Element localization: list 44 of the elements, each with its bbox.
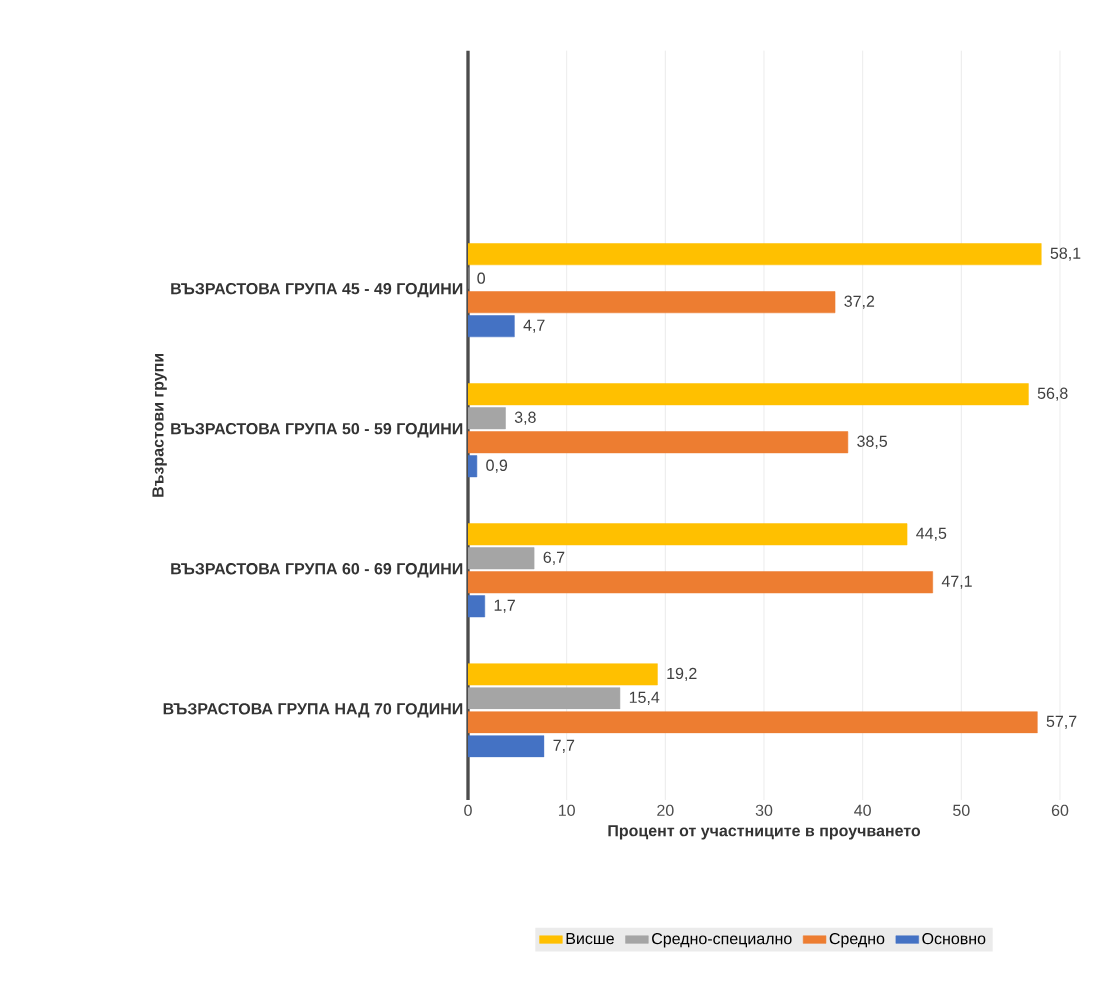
y-tick-label: ВЪЗРАСТОВА ГРУПА 50 - 59 ГОДИНИ [171,423,463,438]
data-label: 0,9 [486,459,508,473]
x-axis-title: Процент от участниците в проучването [608,825,921,840]
bar [468,595,486,618]
data-label: 37,2 [844,295,875,309]
y-tick-label: ВЪЗРАСТОВА ГРУПА 45 - 49 ГОДИНИ [171,282,463,298]
legend-label: Средно [829,932,885,948]
data-label: 1,7 [494,599,515,613]
x-tick-label: 20 [657,804,674,817]
data-label: 6,7 [543,551,565,565]
data-label: 4,7 [523,319,545,333]
x-tick-label: 10 [558,804,575,817]
legend-label: Основно [922,932,986,945]
data-label: 3,8 [514,411,536,425]
bar [468,711,1038,734]
data-label: 56,8 [1037,387,1068,401]
data-label: 44,5 [916,527,947,541]
legend-label: Висше [566,933,614,945]
bar [468,431,849,454]
data-label: 15,4 [629,691,660,705]
data-label: 47,1 [941,575,972,589]
y-tick-label: ВЪЗРАСТОВА ГРУПА 60 - 69 ГОДИНИ [171,563,463,578]
data-label: 19,2 [667,667,697,681]
bar [468,735,545,758]
x-tick-label: 50 [953,804,970,817]
bar [468,687,621,710]
bar [468,315,515,338]
data-label: 7,7 [553,739,575,753]
data-label: 58,1 [1050,247,1081,261]
bar [468,455,478,478]
bar [468,291,836,314]
bar [468,571,933,594]
bar [468,407,506,430]
bar [468,547,535,570]
data-label: 57,7 [1046,715,1077,729]
data-label: 0 [477,272,485,284]
data-label: 38,5 [857,435,888,449]
y-tick-label: ВЪЗРАСТОВА ГРУПА НАД 70 ГОДИНИ [163,703,463,718]
legend-label: Средно-специално [652,932,792,948]
x-tick-label: 0 [464,804,472,817]
y-axis-title: Възрастови групи [152,353,167,497]
x-tick-label: 30 [755,804,773,817]
x-tick-label: 60 [1051,804,1069,817]
x-tick-label: 40 [854,804,871,817]
